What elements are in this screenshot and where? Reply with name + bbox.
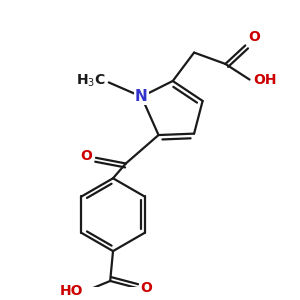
Text: O: O — [81, 149, 92, 164]
Text: H$_3$C: H$_3$C — [76, 73, 105, 89]
Text: O: O — [140, 281, 152, 295]
Text: O: O — [248, 30, 260, 44]
Text: HO: HO — [60, 284, 83, 298]
Text: OH: OH — [253, 73, 277, 87]
Text: N: N — [135, 89, 148, 104]
